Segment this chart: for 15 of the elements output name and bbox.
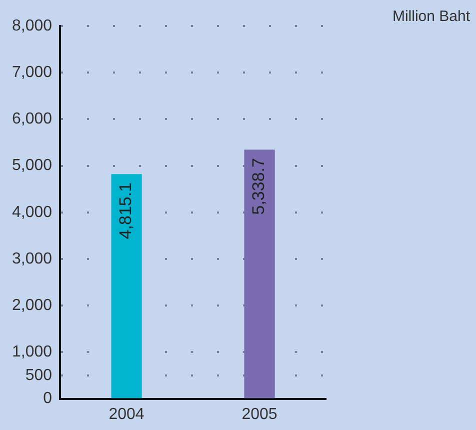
text: Million Baht	[392, 8, 470, 25]
y-tick-label: 6,000	[12, 110, 52, 128]
data-label: 5,338.7	[249, 158, 268, 215]
y-tick-label: 7,000	[12, 64, 52, 82]
y-tick-label: 2,000	[12, 297, 52, 314]
x-tick-label: 2004	[108, 406, 144, 423]
data-label: 4,815.1	[116, 182, 136, 240]
y-tick-label: 3,000	[12, 250, 52, 268]
x-tick-label: 2005	[242, 406, 278, 423]
y-tick-label: 500	[25, 366, 52, 384]
y-tick-label: 5,000	[12, 157, 52, 174]
y-tick-label: 8,000	[12, 17, 52, 34]
y-tick-label: 0	[43, 390, 52, 408]
y-tick-label: 1,000	[12, 344, 52, 361]
y-tick-label: 4,000	[12, 204, 52, 221]
